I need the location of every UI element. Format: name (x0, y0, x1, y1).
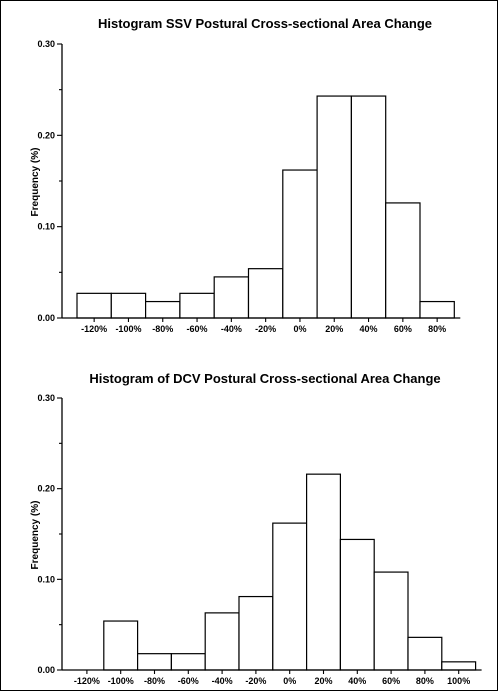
x-tick-label: 80% (428, 324, 446, 334)
y-tick-label: 0.00 (37, 313, 55, 323)
x-tick-label: -80% (152, 324, 173, 334)
x-tick-label: 20% (314, 676, 332, 686)
chart-ssv: Histogram SSV Postural Cross-sectional A… (30, 16, 461, 334)
histogram-bar (407, 636, 443, 671)
y-tick-label: 0.00 (37, 665, 55, 675)
x-tick-label: -20% (255, 324, 276, 334)
x-tick-label: -100% (115, 324, 141, 334)
histogram-bar (170, 653, 206, 671)
histogram-bar (179, 292, 215, 319)
histogram-bar (103, 620, 139, 671)
x-tick-label: 40% (360, 324, 378, 334)
histogram-bar (306, 473, 342, 671)
x-tick-label: 0% (293, 324, 306, 334)
x-tick-label: -60% (187, 324, 208, 334)
x-ticks: -120% -100% -80% -60% -40% -20% 0% 20% 40% 60% 80% (81, 318, 446, 334)
bars (103, 473, 477, 671)
histogram-bar (272, 522, 308, 671)
histogram-bar (373, 571, 409, 671)
histogram-bar (247, 268, 284, 319)
histogram-bar (137, 653, 173, 671)
x-tick-label: 60% (394, 324, 412, 334)
x-tick-label: 60% (382, 676, 400, 686)
histogram-bar (350, 95, 387, 319)
y-tick-label: 0.10 (37, 222, 55, 232)
bars (76, 95, 455, 319)
x-tick-label: -120% (74, 676, 100, 686)
histogram-bar (110, 292, 147, 319)
chart-dcv: Histogram of DCV Postural Cross-sectiona… (30, 371, 482, 686)
chart-title: Histogram of DCV Postural Cross-sectiona… (89, 371, 440, 386)
x-tick-label: -20% (245, 676, 266, 686)
x-tick-label: 40% (348, 676, 366, 686)
x-tick-label: -120% (81, 324, 107, 334)
x-tick-label: 80% (416, 676, 434, 686)
x-tick-label: -40% (221, 324, 242, 334)
histogram-bar (339, 538, 375, 671)
histogram-bar (204, 612, 240, 671)
y-tick-label: 0.20 (37, 484, 55, 494)
histogram-bar (145, 300, 181, 319)
histogram-bar (441, 661, 477, 671)
histogram-bar (385, 202, 421, 319)
y-tick-label: 0.30 (37, 393, 55, 403)
histogram-bar (316, 95, 353, 319)
axes (61, 398, 482, 671)
x-tick-label: -60% (178, 676, 199, 686)
x-ticks: -120% -100% -80% -60% -40% -20% 0% 20% 40% 60% 80%… (74, 670, 470, 686)
y-tick-label: 0.10 (37, 574, 55, 584)
y-tick-label: 0.30 (37, 39, 55, 49)
x-tick-label: -40% (212, 676, 233, 686)
histogram-bar (213, 276, 250, 319)
histogram-bar (419, 300, 455, 319)
histogram-bar (76, 292, 112, 319)
chart-title: Histogram SSV Postural Cross-sectional A… (98, 16, 432, 31)
histogram-bar (282, 169, 318, 319)
x-tick-label: 100% (447, 676, 470, 686)
y-axis-label: Frequency (%) (30, 148, 41, 217)
x-tick-label: 20% (325, 324, 343, 334)
x-tick-label: -100% (108, 676, 134, 686)
y-ticks: 0.00 0.10 0.20 0.30 (37, 393, 62, 675)
y-tick-label: 0.20 (37, 130, 55, 140)
y-ticks: 0.00 0.10 0.20 0.30 (37, 39, 62, 323)
x-tick-label: -80% (144, 676, 165, 686)
y-axis-label: Frequency (%) (30, 501, 41, 570)
x-tick-label: 0% (283, 676, 296, 686)
histogram-bar (238, 595, 274, 671)
